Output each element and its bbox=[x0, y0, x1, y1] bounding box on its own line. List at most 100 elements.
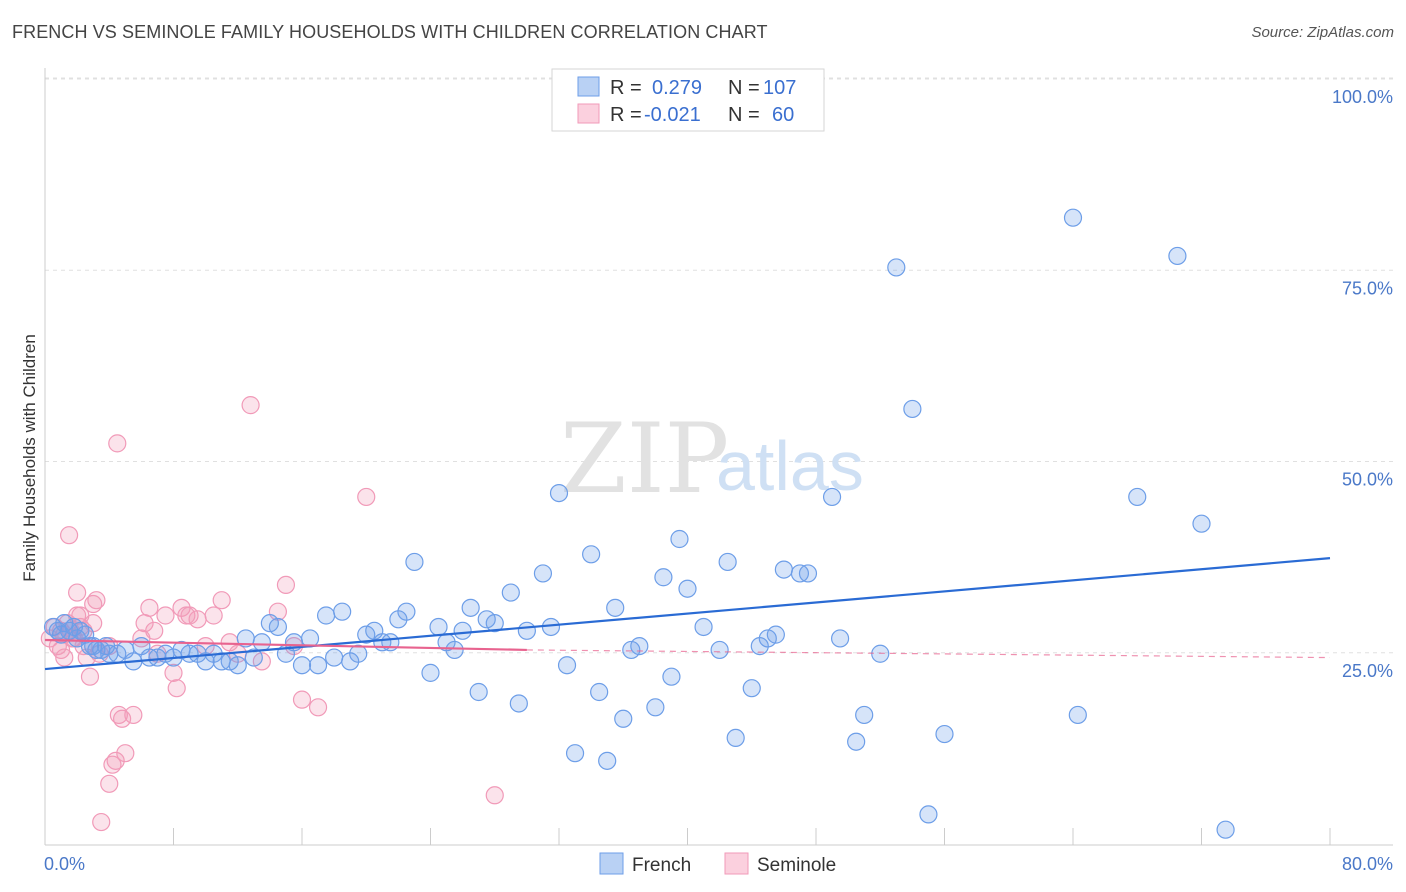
y-tick-labels: 25.0% 50.0% 75.0% 100.0% bbox=[1332, 87, 1393, 681]
french-point bbox=[614, 709, 633, 728]
french-point bbox=[509, 694, 528, 713]
french-point bbox=[1068, 705, 1087, 725]
seminole-point bbox=[241, 396, 260, 415]
french-point bbox=[654, 568, 673, 587]
french-point bbox=[445, 640, 464, 660]
watermark-zip: ZIP bbox=[560, 403, 729, 515]
french-point bbox=[549, 484, 569, 503]
seminole-point bbox=[485, 786, 504, 805]
french-point bbox=[646, 698, 665, 717]
y-tick-label: 50.0% bbox=[1342, 470, 1393, 490]
x-tick-label-max: 80.0% bbox=[1342, 854, 1393, 874]
french-point bbox=[710, 640, 729, 660]
french-point bbox=[718, 552, 737, 572]
legend-n-value: 60 bbox=[772, 104, 794, 126]
seminole-point bbox=[116, 744, 135, 763]
french-point bbox=[903, 399, 922, 419]
legend-n-label: N = bbox=[728, 77, 760, 99]
seminole-point bbox=[292, 690, 312, 709]
french-point bbox=[847, 732, 866, 751]
french-point bbox=[1168, 246, 1187, 266]
french-point bbox=[662, 667, 681, 686]
french-point bbox=[887, 258, 906, 277]
seminole-point bbox=[108, 434, 127, 453]
y-tick-label: 75.0% bbox=[1342, 278, 1393, 298]
grid-lines bbox=[45, 77, 1393, 654]
french-point bbox=[252, 633, 271, 652]
seminole-point bbox=[92, 812, 111, 832]
seminole-point bbox=[156, 606, 175, 625]
french-point bbox=[325, 648, 344, 667]
french-point bbox=[316, 606, 336, 625]
french-point bbox=[598, 751, 617, 770]
french-point bbox=[606, 598, 625, 617]
legend-r-label: R = bbox=[610, 77, 642, 99]
trend-lines bbox=[44, 557, 1331, 671]
x-tick-label-min: 0.0% bbox=[44, 854, 85, 874]
french-point bbox=[694, 617, 713, 637]
y-axis-label: Family Households with Children bbox=[20, 334, 39, 582]
correlation-legend: R = 0.279 N = 107 R = -0.021 N = 60 bbox=[551, 68, 825, 132]
french-point bbox=[268, 617, 288, 637]
legend-swatch-french bbox=[599, 852, 624, 875]
legend-n-value: 107 bbox=[763, 77, 796, 99]
source-label: Source: ZipAtlas.com bbox=[1251, 24, 1394, 41]
french-point bbox=[766, 625, 785, 644]
seminole-point bbox=[100, 774, 119, 793]
french-point bbox=[469, 682, 488, 702]
seminole-point bbox=[55, 648, 74, 667]
seminole-point bbox=[106, 751, 125, 770]
french-point bbox=[822, 487, 842, 507]
seminole-point bbox=[357, 487, 376, 507]
french-point bbox=[590, 682, 609, 702]
french-point bbox=[421, 663, 440, 682]
seminole-point bbox=[68, 583, 87, 602]
legend-swatch-french bbox=[577, 76, 600, 97]
french-point bbox=[333, 602, 352, 621]
chart-title: FRENCH VS SEMINOLE FAMILY HOUSEHOLDS WIT… bbox=[12, 22, 768, 42]
french-point bbox=[678, 579, 697, 598]
watermark: ZIP atlas bbox=[560, 403, 864, 515]
legend-r-value: -0.021 bbox=[644, 104, 701, 126]
series-legend: French Seminole bbox=[599, 852, 836, 876]
legend-swatch-seminole bbox=[724, 852, 749, 875]
french-point bbox=[485, 614, 504, 633]
seminole-point bbox=[308, 698, 328, 717]
french-point bbox=[798, 564, 818, 583]
french-point bbox=[670, 529, 689, 549]
seminole-point bbox=[212, 591, 231, 610]
axes bbox=[44, 68, 1393, 846]
french-point bbox=[461, 598, 480, 617]
french-point bbox=[405, 552, 424, 572]
seminole-point bbox=[167, 679, 186, 698]
legend-r-label: R = bbox=[610, 104, 642, 126]
legend-n-label: N = bbox=[728, 104, 760, 126]
french-point bbox=[533, 564, 553, 583]
french-point bbox=[292, 656, 312, 675]
french-point bbox=[726, 728, 745, 748]
seminole-trend-line bbox=[44, 638, 527, 652]
y-tick-label: 100.0% bbox=[1332, 87, 1393, 107]
seminole-point bbox=[204, 606, 223, 625]
seminole-point bbox=[71, 606, 90, 625]
french-point bbox=[855, 705, 874, 725]
french-point bbox=[582, 545, 601, 564]
seminole-point bbox=[84, 594, 103, 614]
legend-label-french: French bbox=[632, 855, 691, 876]
seminole-point bbox=[164, 663, 183, 682]
french-point bbox=[1192, 514, 1211, 533]
french-point bbox=[1063, 208, 1083, 227]
french-point bbox=[935, 724, 954, 744]
french-point bbox=[429, 617, 448, 637]
seminole-point bbox=[145, 621, 164, 640]
seminole-point bbox=[112, 709, 132, 728]
seminole-point bbox=[188, 610, 207, 629]
seminole-point bbox=[80, 667, 100, 686]
french-point bbox=[517, 621, 536, 640]
seminole-trend-extension bbox=[526, 649, 1331, 659]
french-point bbox=[244, 648, 263, 667]
french-point bbox=[830, 629, 850, 648]
french-point bbox=[919, 805, 938, 824]
seminole-point bbox=[59, 526, 79, 545]
